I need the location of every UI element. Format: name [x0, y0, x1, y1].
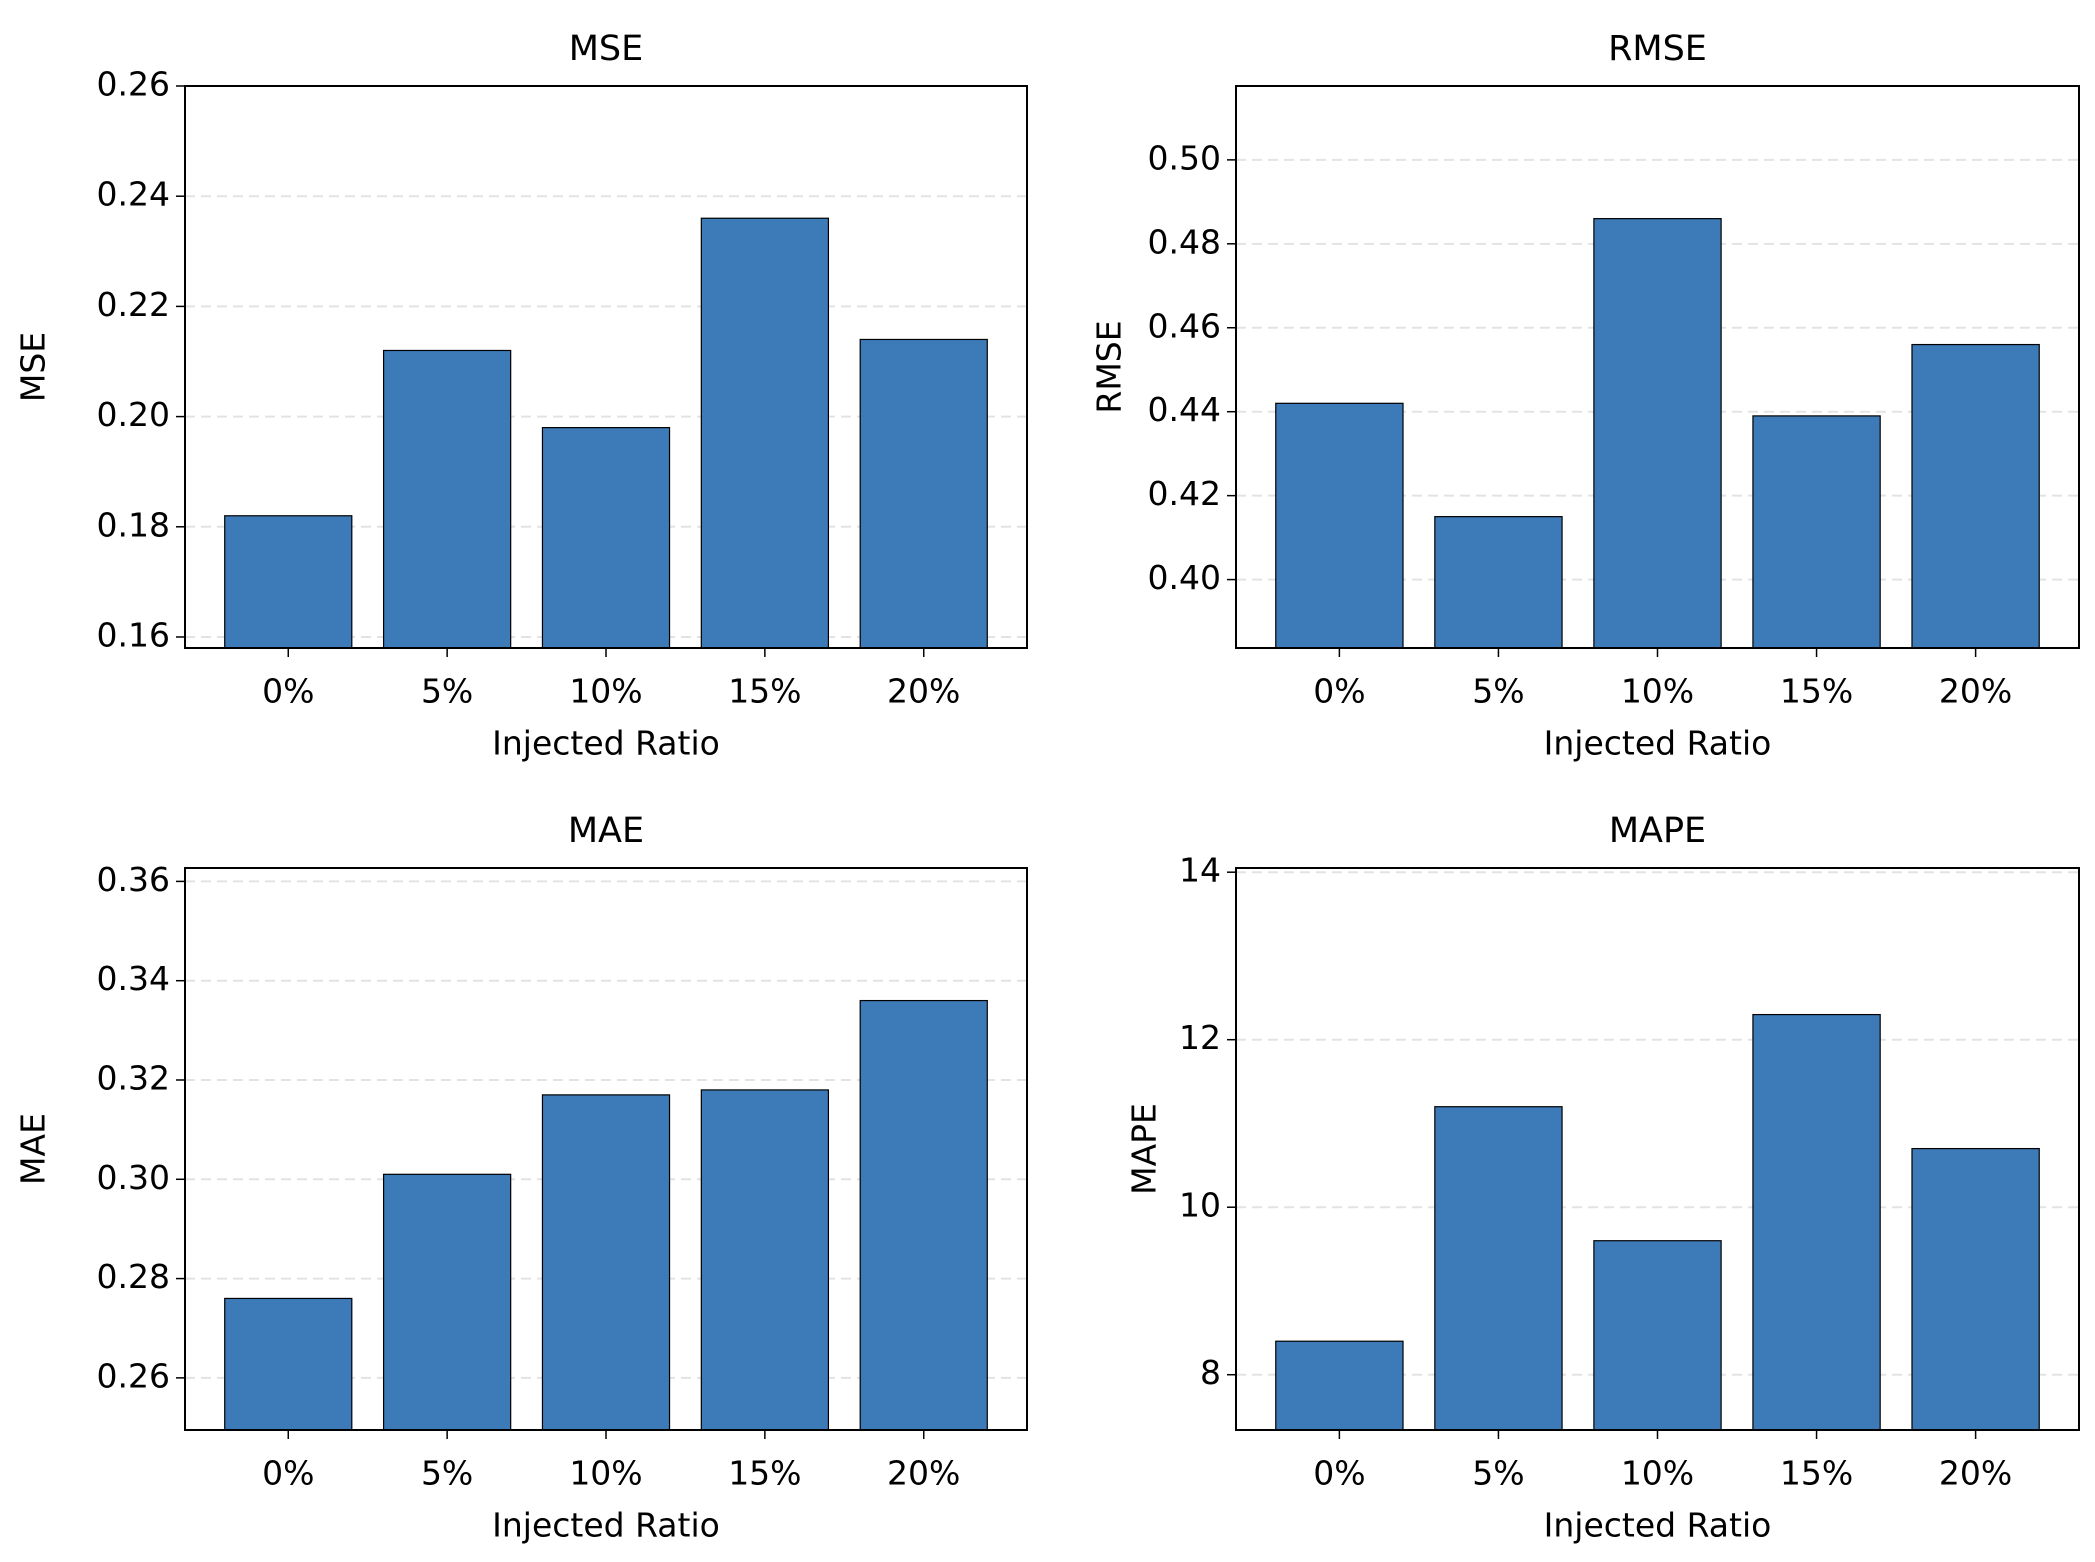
x-tick-label: 20% [1939, 1454, 2012, 1493]
x-tick-label: 15% [1780, 672, 1853, 711]
plot-frame [184, 85, 1028, 649]
x-tick-label: 5% [1472, 1454, 1524, 1493]
chart-title: MSE [569, 29, 644, 69]
x-tick-label: 5% [421, 1454, 473, 1493]
x-tick-label: 5% [1472, 672, 1524, 711]
bar [224, 1297, 353, 1431]
chart-title: MAE [568, 811, 644, 851]
y-tick-label: 14 [1179, 851, 1221, 890]
y-axis-label: MSE [14, 332, 53, 402]
plot-frame [1235, 867, 2080, 1431]
y-tick-label: 0.36 [97, 860, 170, 899]
bar [382, 349, 512, 649]
y-tick-label: 0.46 [1148, 306, 1221, 345]
plot-frame [184, 867, 1028, 1431]
y-tick-label: 0.30 [97, 1158, 170, 1197]
y-tick-label: 0.40 [1148, 558, 1221, 597]
bar [224, 515, 353, 649]
plot-frame [1235, 85, 2080, 649]
bar [1752, 415, 1881, 649]
x-tick-label: 0% [1313, 1454, 1365, 1493]
x-tick-label: 10% [1621, 672, 1694, 711]
y-tick-label: 0.34 [97, 959, 170, 998]
x-tick-label: 10% [1621, 1454, 1694, 1493]
y-tick-label: 0.28 [97, 1257, 170, 1296]
y-tick-label: 0.42 [1148, 474, 1221, 513]
x-tick-label: 15% [1780, 1454, 1853, 1493]
chart-title: RMSE [1608, 29, 1707, 69]
y-tick-label: 12 [1179, 1018, 1221, 1057]
y-tick-label: 0.48 [1148, 222, 1221, 261]
bar [1434, 1106, 1563, 1431]
bar [700, 1089, 830, 1431]
x-tick-label: 0% [1313, 672, 1365, 711]
y-axis-label: RMSE [1090, 320, 1129, 413]
bar [1275, 402, 1404, 649]
bar [1593, 1240, 1722, 1431]
bar [1911, 1147, 2040, 1431]
y-tick-label: 0.32 [97, 1058, 170, 1097]
bar [1752, 1013, 1881, 1431]
bar [859, 338, 988, 649]
x-axis-label: Injected Ratio [492, 724, 720, 763]
x-tick-label: 20% [887, 1454, 960, 1493]
x-tick-label: 15% [728, 672, 801, 711]
bar [541, 1094, 671, 1431]
y-tick-label: 0.20 [97, 395, 170, 434]
x-axis-label: Injected Ratio [492, 1506, 720, 1545]
y-tick-label: 0.24 [97, 175, 170, 214]
x-tick-label: 20% [887, 672, 960, 711]
y-axis-label: MAPE [1125, 1103, 1164, 1195]
y-tick-label: 0.22 [97, 285, 170, 324]
x-tick-label: 10% [569, 1454, 642, 1493]
y-tick-label: 0.26 [97, 1356, 170, 1395]
x-tick-label: 0% [262, 672, 314, 711]
chart-title: MAPE [1609, 811, 1706, 851]
y-tick-label: 10 [1179, 1186, 1221, 1225]
x-axis-label: Injected Ratio [1544, 724, 1772, 763]
x-tick-label: 0% [262, 1454, 314, 1493]
y-axis-label: MAE [14, 1113, 53, 1185]
x-tick-label: 15% [728, 1454, 801, 1493]
x-tick-label: 5% [421, 672, 473, 711]
y-tick-label: 0.16 [97, 615, 170, 654]
bar [1434, 516, 1563, 649]
y-tick-label: 0.44 [1148, 390, 1221, 429]
bar [700, 217, 830, 649]
x-tick-label: 10% [569, 672, 642, 711]
bar [859, 999, 988, 1431]
bar [1593, 218, 1722, 649]
bar [382, 1173, 512, 1431]
y-tick-label: 0.50 [1148, 138, 1221, 177]
bar [1275, 1340, 1404, 1431]
bar [1911, 343, 2040, 649]
y-tick-label: 0.18 [97, 505, 170, 544]
y-tick-label: 8 [1200, 1353, 1221, 1392]
x-tick-label: 20% [1939, 672, 2012, 711]
x-axis-label: Injected Ratio [1544, 1506, 1772, 1545]
bar [541, 427, 671, 649]
y-tick-label: 0.26 [97, 65, 170, 104]
